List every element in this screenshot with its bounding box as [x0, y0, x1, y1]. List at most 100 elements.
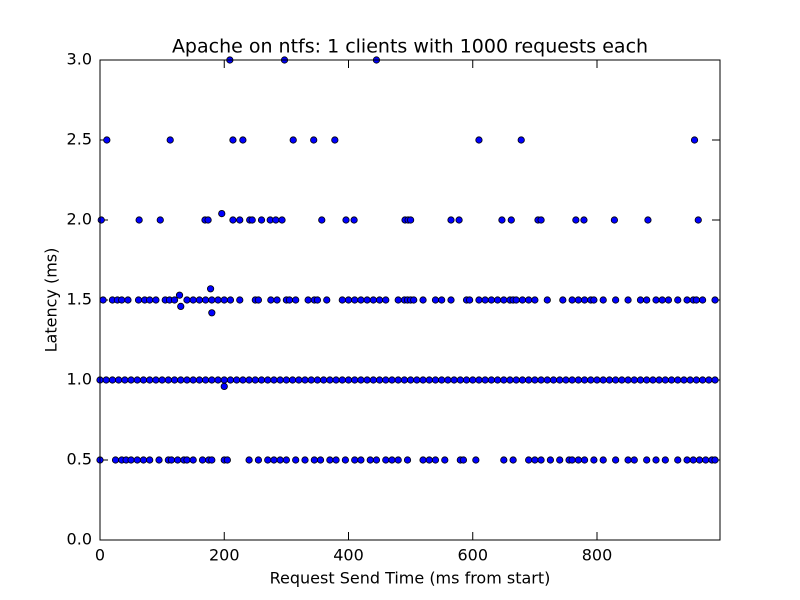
- point: [158, 376, 166, 384]
- point: [382, 296, 390, 304]
- point: [694, 216, 702, 224]
- point: [590, 296, 598, 304]
- point: [344, 376, 353, 384]
- point: [599, 456, 607, 464]
- point: [419, 376, 427, 384]
- point: [177, 376, 185, 384]
- point: [332, 376, 340, 384]
- point: [410, 296, 418, 304]
- point: [518, 376, 527, 384]
- point: [357, 456, 365, 464]
- point: [183, 376, 191, 384]
- point: [444, 376, 452, 384]
- point: [177, 302, 185, 310]
- point: [644, 216, 652, 224]
- point: [208, 456, 216, 464]
- point: [167, 456, 176, 464]
- point: [295, 376, 303, 384]
- point: [382, 456, 390, 464]
- point: [509, 456, 517, 464]
- point: [189, 456, 197, 464]
- point: [214, 296, 222, 304]
- point: [431, 296, 440, 304]
- point: [695, 456, 704, 464]
- point: [394, 456, 402, 464]
- point: [431, 456, 440, 464]
- point: [568, 376, 576, 384]
- point: [580, 216, 588, 224]
- point: [174, 456, 182, 464]
- point: [481, 376, 489, 384]
- point: [103, 136, 111, 144]
- point: [338, 376, 346, 384]
- point: [702, 456, 710, 464]
- point: [531, 296, 539, 304]
- point: [643, 376, 651, 384]
- point: [649, 376, 657, 384]
- point: [500, 296, 508, 304]
- point: [208, 296, 216, 304]
- point: [683, 456, 691, 464]
- point: [208, 309, 216, 317]
- point: [189, 296, 197, 304]
- point: [146, 296, 154, 304]
- point: [525, 456, 533, 464]
- point: [711, 296, 719, 304]
- point: [652, 296, 660, 304]
- point: [431, 376, 440, 384]
- y-tick-label: 3.0: [67, 50, 92, 69]
- point: [512, 296, 520, 304]
- point: [292, 456, 300, 464]
- point: [97, 216, 105, 224]
- point: [546, 456, 555, 464]
- point: [692, 296, 700, 304]
- point: [683, 296, 691, 304]
- point: [127, 456, 135, 464]
- point: [366, 456, 374, 464]
- y-axis-label: Latency (ms): [42, 248, 61, 353]
- point: [183, 456, 191, 464]
- point: [331, 136, 339, 144]
- point: [472, 456, 480, 464]
- point: [705, 376, 713, 384]
- point: [375, 376, 384, 384]
- point: [326, 456, 334, 464]
- point: [220, 376, 228, 384]
- point: [220, 382, 228, 390]
- point: [357, 296, 365, 304]
- point: [462, 376, 471, 384]
- point: [133, 376, 141, 384]
- point: [556, 376, 564, 384]
- point: [630, 376, 638, 384]
- point: [664, 296, 673, 304]
- point: [264, 376, 272, 384]
- point: [152, 376, 160, 384]
- point: [236, 216, 244, 224]
- point: [459, 456, 468, 464]
- point: [525, 296, 533, 304]
- point: [587, 376, 595, 384]
- point: [202, 376, 210, 384]
- point: [711, 456, 719, 464]
- point: [593, 376, 601, 384]
- point: [475, 296, 483, 304]
- point: [313, 376, 322, 384]
- point: [636, 296, 645, 304]
- point: [447, 296, 455, 304]
- point: [612, 296, 620, 304]
- x-tick-label: 0: [95, 546, 105, 565]
- point: [229, 216, 237, 224]
- point: [195, 296, 203, 304]
- point: [610, 216, 618, 224]
- point: [531, 456, 539, 464]
- point: [481, 296, 489, 304]
- point: [643, 456, 651, 464]
- point: [272, 216, 280, 224]
- point: [568, 456, 576, 464]
- point: [282, 456, 290, 464]
- point: [278, 216, 286, 224]
- point: [394, 376, 402, 384]
- point: [643, 296, 651, 304]
- point: [612, 456, 620, 464]
